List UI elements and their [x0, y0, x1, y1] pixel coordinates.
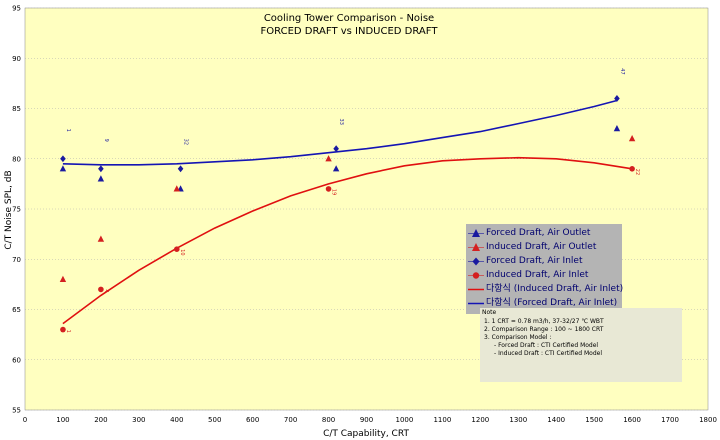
x-tick-label: 1700 [661, 416, 679, 424]
legend-item: Forced Draft, Air Outlet [466, 226, 622, 241]
note-line: 3. Comparison Model : [484, 334, 552, 341]
x-axis-label: C/T Capability, CRT [323, 429, 409, 439]
point-annotation: 9 [103, 139, 109, 142]
point-annotation: 22 [634, 169, 640, 175]
y-tick-label: 55 [12, 407, 21, 415]
legend-label: 다항식 (Forced Draft, Air Inlet) [486, 298, 618, 308]
x-tick-label: 1000 [396, 416, 414, 424]
legend-item: Forced Draft, Air Inlet [466, 254, 622, 269]
note-line: - Forced Draft : CTI Certified Model [494, 342, 599, 349]
legend-item: 다항식 (Induced Draft, Air Inlet) [466, 282, 624, 297]
data-point-triangle [628, 135, 636, 142]
data-point-diamond [333, 145, 339, 153]
x-tick-label: 1400 [547, 416, 565, 424]
note-line: 2. Comparison Range : 100 ~ 1800 CRT [484, 326, 604, 333]
x-tick-label: 1600 [623, 416, 641, 424]
y-tick-label: 70 [12, 256, 21, 264]
data-point-diamond [177, 165, 184, 173]
legend-item: Induced Draft, Air Outlet [466, 240, 622, 255]
legend-marker-circle-red [468, 268, 484, 283]
note-line: - Induced Draft : CTI Certified Model [494, 350, 603, 357]
y-tick-label: 90 [12, 55, 21, 63]
legend-label: Induced Draft, Air Outlet [486, 242, 597, 252]
point-annotation: 33 [338, 119, 344, 125]
point-annotation: 47 [619, 68, 625, 74]
data-point-circle [629, 166, 635, 172]
data-point-circle [325, 186, 332, 192]
y-tick-label: 75 [12, 206, 21, 214]
x-tick-label: 300 [132, 416, 145, 424]
axes: 55 60 65 70 75 80 85 90 95 0 100 200 300 400 500 600 700… [12, 5, 717, 425]
x-tick-label: 200 [94, 416, 107, 424]
data-points [59, 95, 636, 333]
legend-label: Forced Draft, Air Inlet [486, 256, 583, 266]
legend-marker-diamond-blue [468, 254, 484, 269]
data-point-triangle [97, 175, 105, 182]
data-point-triangle [173, 185, 180, 192]
chart-subtitle: FORCED DRAFT vs INDUCED DRAFT [261, 26, 439, 37]
x-tick-label: 400 [170, 416, 183, 424]
x-tick-label: 900 [360, 416, 373, 424]
point-annotation: 19 [331, 189, 337, 195]
data-point-diamond [98, 165, 104, 173]
note-box: Note 1. 1 CRT = 0.78 m3/h, 37-32/27 ℃ WB… [480, 308, 682, 382]
y-tick-label: 80 [12, 155, 21, 163]
legend: Forced Draft, Air Outlet Induced Draft, … [466, 224, 624, 314]
legend-marker-line-blue [468, 296, 484, 311]
y-tick-label: 65 [12, 306, 21, 314]
x-tick-label: 1300 [509, 416, 527, 424]
y-tick-label: 60 [12, 356, 21, 364]
x-tick-label: 1100 [433, 416, 451, 424]
data-point-triangle [97, 235, 105, 242]
data-point-circle [173, 246, 180, 252]
point-annotation: 4 [103, 289, 109, 292]
legend-marker-line-red [468, 282, 484, 297]
chart-title: Cooling Tower Comparison - Noise [264, 13, 434, 24]
data-point-diamond [614, 95, 620, 102]
data-point-triangle [325, 155, 332, 162]
legend-label: Forced Draft, Air Outlet [486, 228, 591, 238]
x-tick-label: 1200 [471, 416, 489, 424]
legend-marker-triangle-blue [468, 226, 484, 241]
legend-marker-triangle-red [468, 240, 484, 255]
point-annotation: 10 [179, 249, 185, 255]
y-axis-label: C/T Noise SPL, dB [4, 170, 14, 249]
x-tick-label: 1500 [585, 416, 603, 424]
x-tick-label: 700 [284, 416, 297, 424]
data-point-circle [98, 286, 104, 293]
point-annotation: 32 [183, 139, 189, 145]
note-heading: Note [482, 309, 497, 316]
x-tick-label: 600 [246, 416, 259, 424]
data-point-triangle [59, 165, 67, 172]
x-tick-label: 800 [322, 416, 335, 424]
point-annotation: 1 [65, 330, 71, 333]
y-tick-label: 95 [12, 5, 21, 13]
x-tick-label: 0 [23, 416, 27, 424]
legend-item: Induced Draft, Air Inlet [466, 268, 622, 283]
note-line: 1. 1 CRT = 0.78 m3/h, 37-32/27 ℃ WBT [484, 318, 604, 325]
legend-label: 다항식 (Induced Draft, Air Inlet) [486, 284, 624, 294]
y-tick-label: 85 [12, 105, 21, 113]
data-point-triangle [332, 165, 340, 172]
data-point-triangle [59, 275, 67, 282]
x-tick-label: 1800 [699, 416, 717, 424]
legend-item: 다항식 (Forced Draft, Air Inlet) [466, 296, 622, 311]
data-point-triangle [613, 125, 621, 132]
x-tick-label: 500 [208, 416, 221, 424]
data-point-circle [60, 326, 66, 333]
legend-label: Induced Draft, Air Inlet [486, 270, 589, 280]
trendline [62, 99, 618, 166]
trendlines [62, 99, 633, 325]
data-point-diamond [60, 155, 66, 163]
x-tick-label: 100 [56, 416, 69, 424]
trendline [62, 156, 633, 325]
point-annotation: 1 [65, 129, 71, 132]
